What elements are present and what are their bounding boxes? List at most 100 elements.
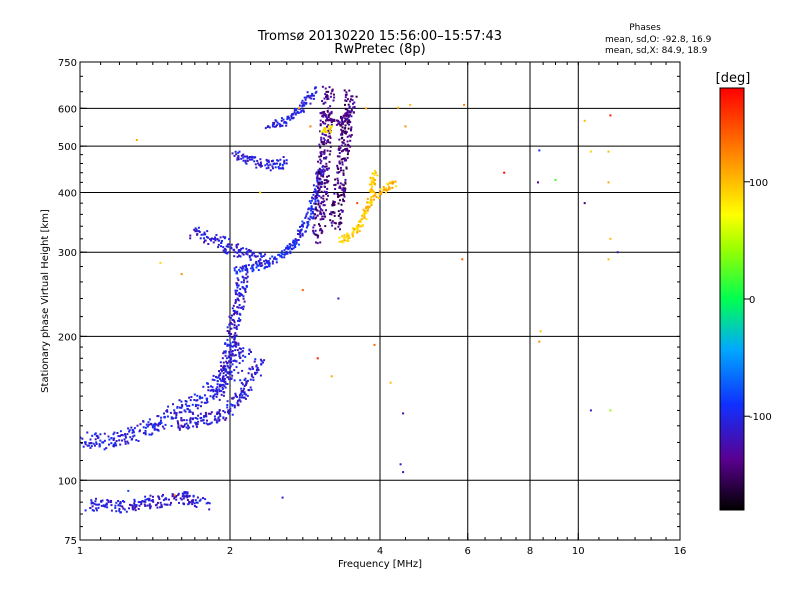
echo-point	[267, 262, 270, 265]
echo-point	[330, 211, 333, 214]
echo-point	[356, 225, 359, 228]
echo-point	[217, 246, 220, 249]
echo-point	[185, 422, 188, 425]
echo-point	[343, 200, 346, 203]
echo-point	[313, 94, 315, 97]
echo-point	[341, 130, 344, 133]
echo-point	[289, 252, 292, 255]
echo-point	[244, 159, 247, 162]
echo-point	[318, 167, 321, 170]
echo-point	[323, 110, 326, 113]
echo-point	[242, 389, 245, 392]
echo-point	[246, 275, 249, 278]
echo-point	[266, 162, 269, 165]
echo-point	[142, 432, 145, 435]
echo-point	[264, 164, 267, 167]
echo-point	[294, 238, 297, 241]
echo-point	[160, 416, 163, 419]
echo-point	[322, 175, 324, 178]
echo-point	[208, 502, 211, 505]
echo-point	[222, 249, 225, 252]
x-axis-label: Frequency [MHz]	[338, 559, 422, 570]
echo-point	[320, 196, 323, 199]
echo-point	[224, 380, 227, 383]
echo-point	[324, 225, 327, 228]
echo-point	[216, 380, 219, 383]
echo-point	[245, 247, 248, 250]
echo-point	[319, 172, 322, 175]
echo-point	[255, 262, 258, 265]
echo-point	[383, 188, 386, 191]
echo-point	[291, 248, 293, 251]
echo-point	[221, 377, 224, 380]
echo-point	[242, 247, 244, 250]
echo-point	[301, 105, 304, 108]
echo-point	[345, 100, 348, 102]
echo-point	[321, 230, 324, 233]
echo-point	[326, 118, 329, 121]
echo-point	[215, 419, 218, 422]
echo-point	[379, 192, 382, 195]
echo-point	[301, 232, 304, 235]
echo-point	[176, 405, 179, 408]
echo-point	[132, 508, 135, 511]
echo-point	[306, 224, 309, 227]
echo-point	[323, 190, 326, 193]
echo-point	[330, 121, 333, 124]
echo-point	[230, 243, 233, 246]
echo-point	[229, 365, 232, 368]
echo-point	[158, 498, 161, 500]
echo-point	[297, 111, 300, 114]
echo-point	[221, 386, 224, 389]
echo-point	[244, 269, 247, 271]
echo-point	[537, 181, 539, 184]
echo-point	[327, 124, 330, 127]
echo-point	[333, 221, 336, 224]
echo-point	[304, 216, 307, 219]
echo-point	[281, 250, 283, 253]
echo-point	[238, 362, 241, 365]
echo-point	[370, 183, 373, 186]
echo-point	[218, 390, 221, 393]
echo-point	[332, 99, 335, 102]
echo-point	[320, 181, 323, 183]
echo-point	[225, 382, 227, 385]
echo-point	[80, 442, 83, 445]
echo-point	[332, 200, 335, 203]
echo-point	[160, 503, 163, 506]
echo-point	[293, 240, 296, 243]
echo-point	[316, 357, 319, 360]
echo-point	[185, 494, 188, 497]
echo-point	[216, 376, 219, 379]
echo-point	[349, 98, 352, 101]
echo-point	[244, 397, 247, 400]
echo-point	[314, 233, 317, 236]
echo-point	[328, 113, 331, 116]
echo-point	[103, 439, 106, 442]
echo-point	[373, 194, 376, 197]
echo-point	[321, 209, 324, 212]
echo-point	[216, 412, 219, 415]
echo-point	[317, 200, 320, 203]
echo-point	[227, 372, 230, 375]
echo-point	[226, 365, 229, 367]
echo-point	[181, 404, 184, 406]
echo-point	[168, 498, 170, 501]
echo-point	[184, 410, 187, 413]
echo-point	[114, 443, 117, 446]
echo-point	[166, 415, 169, 418]
echo-point	[320, 169, 323, 172]
echo-point	[337, 120, 340, 123]
echo-point	[589, 150, 592, 153]
echo-point	[160, 421, 163, 424]
echo-point	[222, 369, 225, 371]
echo-point	[233, 255, 236, 258]
echo-point	[323, 152, 326, 155]
echo-point	[503, 171, 506, 174]
echo-point	[583, 119, 586, 122]
echo-point	[345, 117, 348, 120]
echo-point	[233, 341, 236, 344]
echo-point	[352, 102, 354, 105]
echo-point	[215, 234, 218, 236]
echo-point	[316, 180, 319, 183]
